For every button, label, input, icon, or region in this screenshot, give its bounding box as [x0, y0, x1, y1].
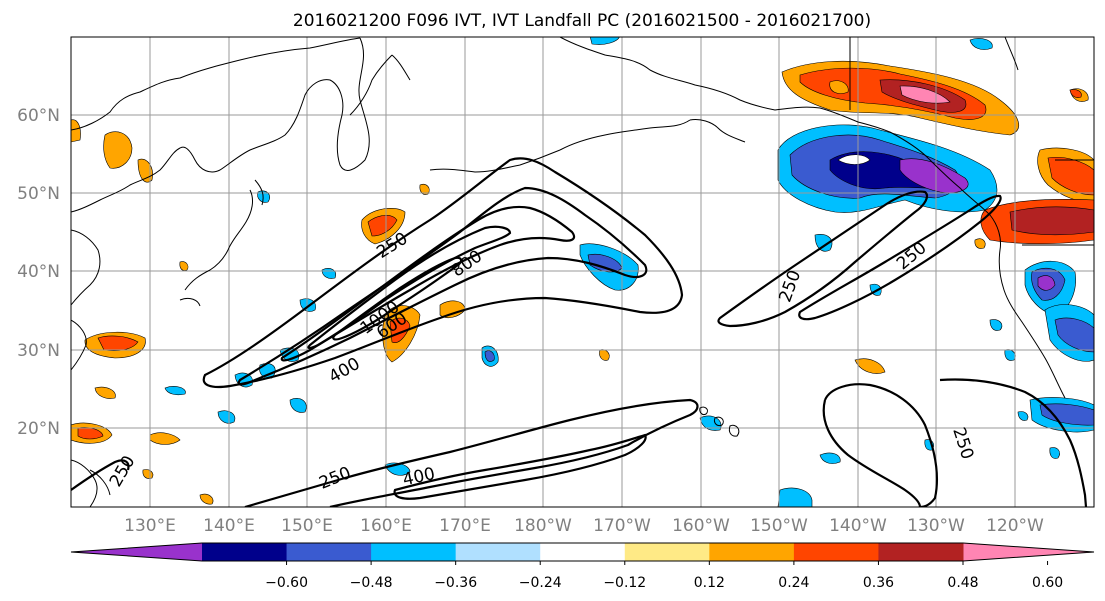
lat-label: 20°N — [17, 419, 60, 439]
colorbar-tick-label: 0.36 — [863, 575, 894, 591]
colorbar-tick-label: −0.36 — [434, 575, 477, 591]
colorbar-segment — [709, 543, 795, 561]
lon-label: 130°E — [124, 516, 176, 536]
lat-label: 50°N — [17, 184, 60, 204]
colorbar-tick-label: −0.48 — [350, 575, 393, 591]
lon-label: 140°W — [829, 516, 887, 536]
colorbar-segment — [202, 543, 288, 561]
colorbar-tick-label: 0.24 — [778, 575, 809, 591]
latitude-labels: 60°N 50°N 40°N 30°N 20°N — [17, 106, 60, 439]
colorbar-tick-label: 0.60 — [1032, 575, 1063, 591]
colorbar-segment — [371, 543, 457, 561]
colorbar-segment — [455, 543, 541, 561]
ivt-contours — [71, 157, 1088, 507]
colorbar-segment — [793, 543, 879, 561]
lat-label: 40°N — [17, 262, 60, 282]
map-title: 2016021200 F096 IVT, IVT Landfall PC (20… — [293, 11, 871, 31]
colorbar-extend-low — [71, 543, 202, 561]
colorbar-tick-labels: −0.60 −0.48 −0.36 −0.24 −0.12 0.12 0.24 0.36 0.4… — [265, 561, 1063, 591]
map-frame — [70, 36, 1095, 508]
lon-label: 130°W — [907, 516, 965, 536]
coastlines — [71, 37, 1094, 507]
map-area: 250 400 600 800 1000 250 250 250 250 400… — [71, 37, 1094, 507]
colorbar-tick-label: −0.12 — [603, 575, 646, 591]
colorbar-tick-label: 0.12 — [694, 575, 725, 591]
colorbar — [70, 542, 1095, 562]
longitude-labels: 130°E 140°E 150°E 160°E 170°E 180°W 170°… — [124, 516, 1044, 536]
colorbar-tick-label: 0.48 — [947, 575, 978, 591]
lon-label: 170°W — [593, 516, 651, 536]
colorbar-segment — [878, 543, 964, 561]
lat-label: 30°N — [17, 341, 60, 361]
colorbar-outline — [70, 542, 1095, 562]
lon-label: 180°W — [514, 516, 572, 536]
lon-label: 170°E — [439, 516, 491, 536]
colorbar-segment — [624, 543, 710, 561]
gridlines — [71, 37, 1094, 507]
colorbar-tick-label: −0.24 — [519, 575, 562, 591]
colorbar-tick-label: −0.60 — [265, 575, 308, 591]
colorbar-segment — [286, 543, 372, 561]
colorbar-extend-high — [963, 543, 1094, 561]
colorbar-segment — [540, 543, 626, 561]
lat-label: 60°N — [17, 106, 60, 126]
lon-label: 150°E — [281, 516, 333, 536]
lon-label: 140°E — [203, 516, 255, 536]
lon-label: 160°E — [360, 516, 412, 536]
lon-label: 160°W — [672, 516, 730, 536]
lon-label: 150°W — [750, 516, 808, 536]
lon-label: 120°W — [986, 516, 1044, 536]
